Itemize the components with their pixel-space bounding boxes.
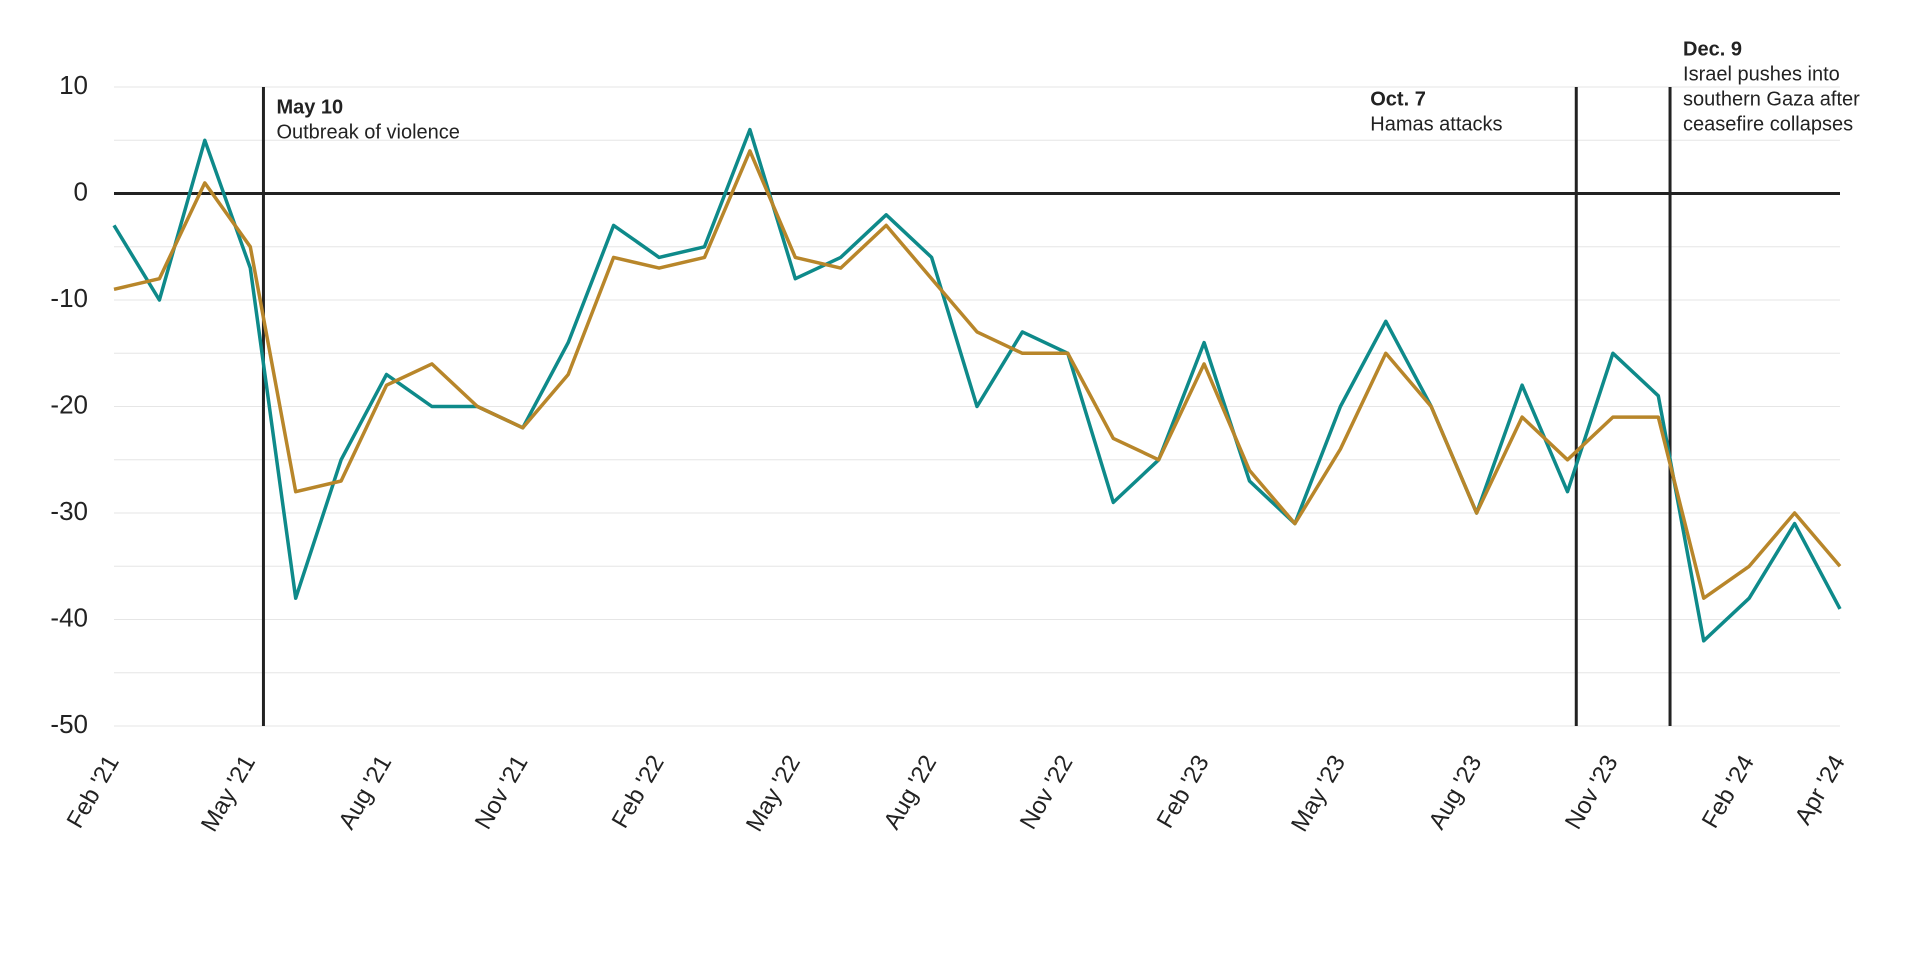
annotation-date: Dec. 9 — [1683, 38, 1742, 60]
x-tick-label: Feb '23 — [1152, 751, 1215, 833]
x-tick-label: Feb '24 — [1697, 751, 1760, 833]
x-tick-label: Apr '24 — [1790, 751, 1851, 830]
annotation-date: May 10 — [276, 96, 343, 118]
annotation-date: Oct. 7 — [1370, 88, 1426, 110]
y-tick-label: -20 — [50, 389, 88, 419]
y-tick-label: -40 — [50, 602, 88, 632]
x-tick-label: Nov '22 — [1015, 751, 1079, 834]
annotation-text: Israel pushes into — [1683, 63, 1840, 85]
annotation-text: southern Gaza after — [1683, 88, 1860, 110]
y-tick-label: -30 — [50, 496, 88, 526]
series-line — [112, 127, 1842, 643]
x-tick-label: May '23 — [1286, 751, 1351, 837]
x-tick-label: Feb '21 — [62, 751, 125, 833]
x-tick-label: May '22 — [741, 751, 806, 837]
x-tick-label: Nov '23 — [1560, 751, 1624, 834]
x-tick-label: Aug '23 — [1424, 751, 1488, 834]
x-tick-label: May '21 — [196, 751, 261, 837]
x-tick-label: Aug '22 — [879, 751, 943, 834]
x-tick-label: Feb '22 — [607, 751, 670, 833]
y-tick-label: 0 — [74, 176, 88, 206]
annotation-text: Hamas attacks — [1370, 113, 1502, 135]
y-tick-label: -50 — [50, 709, 88, 739]
y-tick-label: -10 — [50, 283, 88, 313]
annotation-text: ceasefire collapses — [1683, 113, 1853, 135]
series-line — [113, 149, 1842, 600]
x-tick-label: Aug '21 — [334, 751, 398, 834]
x-tick-label: Nov '21 — [470, 751, 534, 834]
y-tick-label: 10 — [59, 70, 88, 100]
annotation-text: Outbreak of violence — [276, 121, 459, 143]
